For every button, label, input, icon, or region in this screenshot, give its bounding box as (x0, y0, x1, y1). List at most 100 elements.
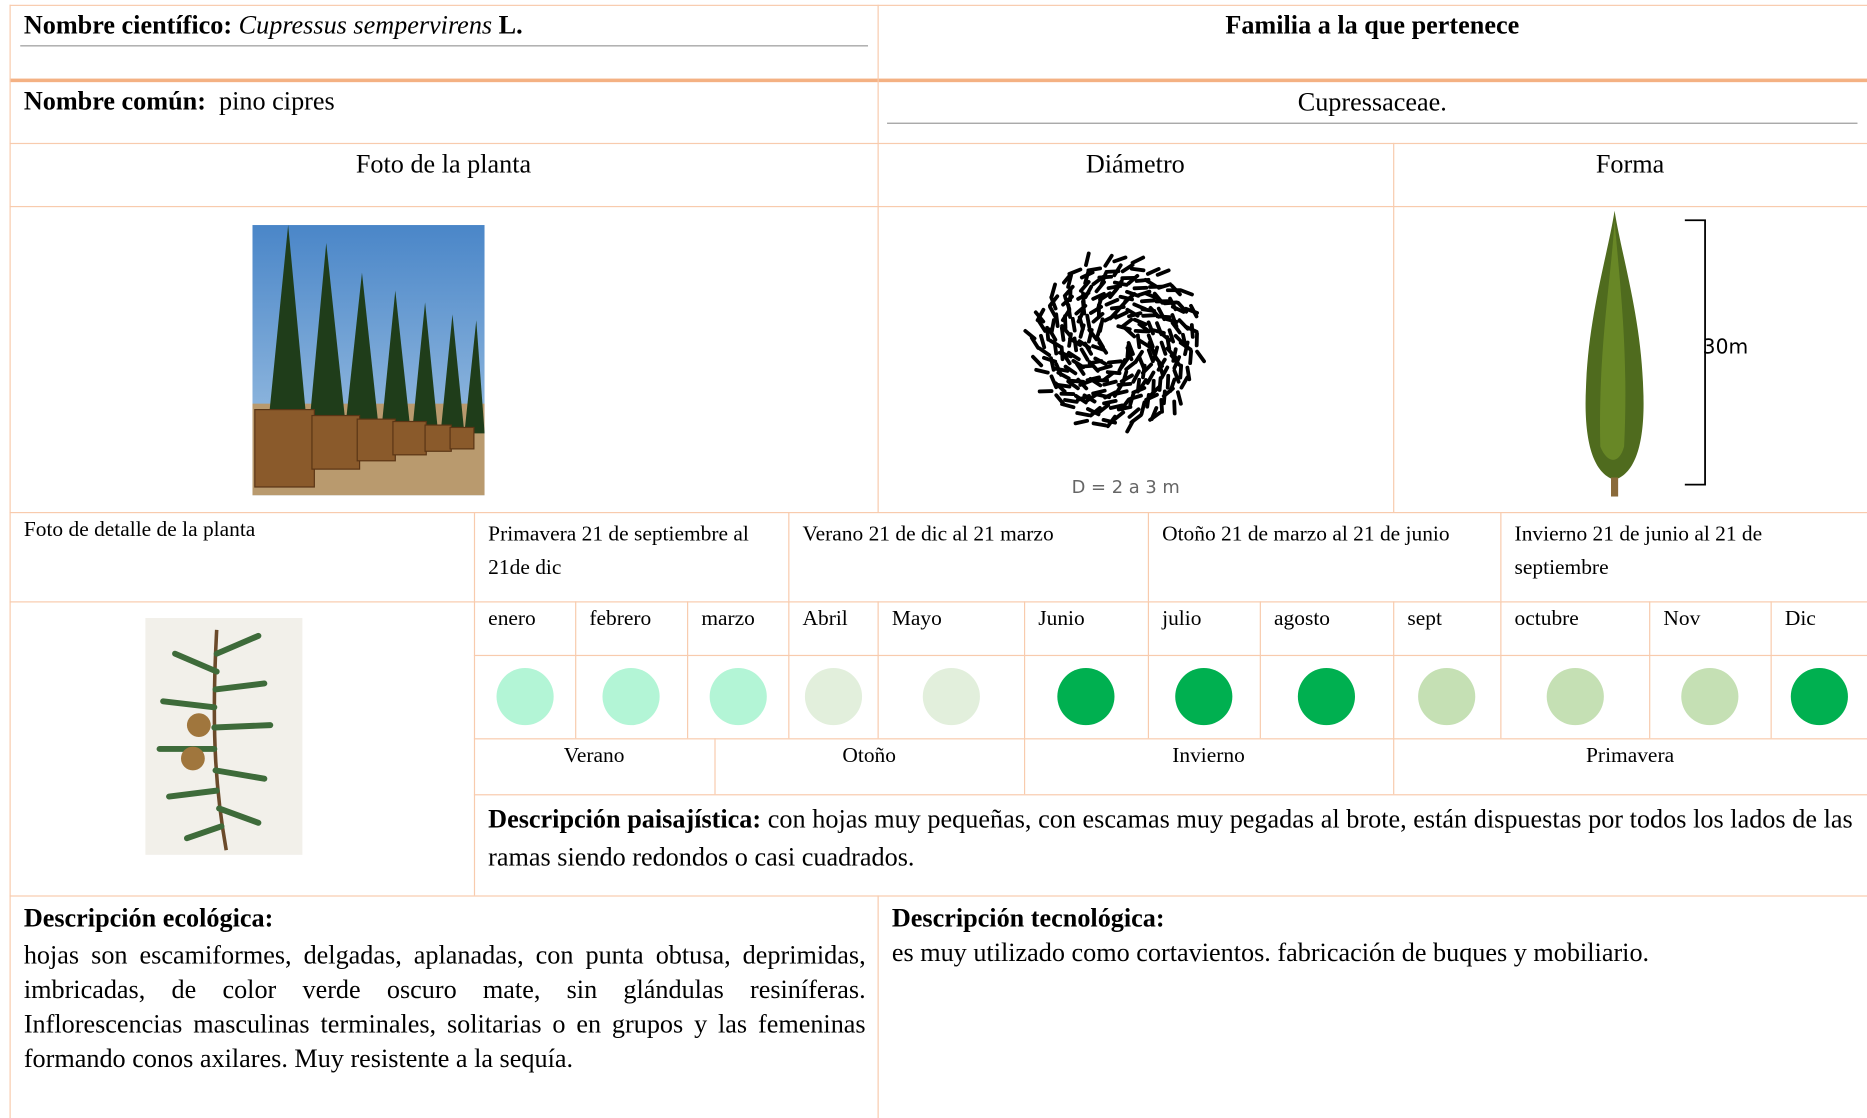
stroke (1173, 333, 1186, 347)
stroke (1144, 291, 1160, 301)
stroke (1079, 270, 1095, 280)
stroke (1091, 275, 1105, 287)
rule (9, 78, 1867, 83)
technological-label: Descripción tecnológica: (891, 902, 1165, 933)
stroke (1120, 262, 1135, 274)
stroke (1183, 340, 1190, 357)
season-range: Invierno 21 de junio al 21 de septiembre (1514, 521, 1763, 579)
month-dot (1175, 667, 1233, 726)
text: con hojas muy pequeñas, con escamas muy … (488, 803, 1853, 872)
rule (687, 601, 689, 739)
stroke (1118, 294, 1134, 302)
column-title: Forma (1595, 148, 1665, 179)
rule (1393, 601, 1395, 739)
plant-photo (252, 225, 485, 496)
stroke (1077, 315, 1085, 331)
stroke (1145, 392, 1151, 409)
value: pino cipres (219, 85, 335, 116)
stroke (1112, 383, 1123, 398)
month-dot (922, 667, 980, 726)
month-dot (1790, 667, 1848, 726)
label: Descripción paisajística: (488, 803, 762, 834)
ecological-text: hojas son escamiformes, delgadas, aplana… (23, 939, 866, 1073)
form-drawing (1585, 210, 1706, 497)
stroke (1137, 338, 1152, 349)
stroke (1063, 364, 1078, 376)
stroke (1139, 400, 1147, 416)
underline (20, 45, 869, 47)
stroke (1132, 285, 1149, 291)
stroke (1145, 267, 1161, 276)
stroke (1098, 317, 1105, 333)
stroke (1075, 362, 1086, 376)
stroke (1103, 253, 1114, 268)
common-name: Nombre común: pino cipres (24, 86, 335, 117)
stroke (1106, 359, 1123, 365)
month-label: sept (1407, 606, 1442, 630)
ecological-label: Descripción ecológica: (23, 902, 274, 933)
technological-text: es muy utilizado como cortavientos. fabr… (891, 937, 1650, 967)
stroke (1036, 318, 1047, 333)
month-label: Abril (802, 606, 848, 630)
stroke (1141, 313, 1157, 318)
stroke (1123, 326, 1137, 339)
stroke (1108, 285, 1120, 300)
month-dot (602, 667, 660, 726)
month-label: Junio (1038, 606, 1085, 630)
stroke (1106, 284, 1123, 290)
stroke (1053, 381, 1067, 394)
month-label: Dic (1784, 606, 1816, 630)
stroke (1112, 410, 1126, 422)
month-dot (1057, 667, 1115, 726)
rule (1500, 511, 1502, 602)
season-range: Otoño 21 de marzo al 21 de junio (1162, 521, 1450, 546)
month-label: Mayo (891, 606, 942, 630)
stroke (1137, 378, 1148, 392)
stroke (1037, 346, 1052, 357)
month-label: enero (488, 606, 536, 630)
rule (9, 511, 1867, 514)
stroke (1162, 389, 1167, 406)
stroke (1112, 263, 1123, 278)
stroke (1148, 410, 1162, 422)
month-dot (1418, 667, 1476, 726)
season-band: Verano (563, 742, 625, 767)
rule (1393, 738, 1395, 795)
stroke (1101, 371, 1115, 383)
stroke (1179, 375, 1190, 390)
stroke (1157, 376, 1163, 392)
stroke (1081, 299, 1087, 316)
month-label: marzo (701, 606, 755, 630)
stroke (1029, 335, 1041, 350)
stroke (1125, 307, 1140, 318)
stroke (1137, 355, 1146, 371)
stroke (1091, 344, 1107, 353)
stroke (1126, 273, 1140, 286)
stroke (1077, 339, 1092, 350)
stroke (1114, 310, 1129, 320)
stroke (1150, 328, 1166, 335)
rule (1500, 601, 1502, 739)
stroke (1176, 301, 1189, 314)
rule (1259, 601, 1261, 739)
rule (877, 4, 879, 512)
rule (9, 4, 11, 1118)
stroke (1178, 288, 1194, 297)
stroke (1132, 317, 1148, 327)
stroke (1133, 328, 1150, 334)
detail-photo (145, 617, 303, 855)
month-label: octubre (1514, 606, 1579, 630)
stroke (1168, 377, 1177, 393)
stroke (1140, 307, 1157, 313)
stroke (1128, 391, 1136, 407)
rule (1147, 601, 1150, 739)
stroke (1087, 359, 1104, 366)
underline (887, 122, 1858, 124)
rule (473, 511, 476, 896)
stroke (1136, 289, 1152, 298)
diameter-drawing (1023, 251, 1206, 434)
family-header: Familia a la que pertenece (1225, 9, 1520, 40)
rule (1393, 142, 1395, 512)
stroke (1074, 393, 1088, 405)
